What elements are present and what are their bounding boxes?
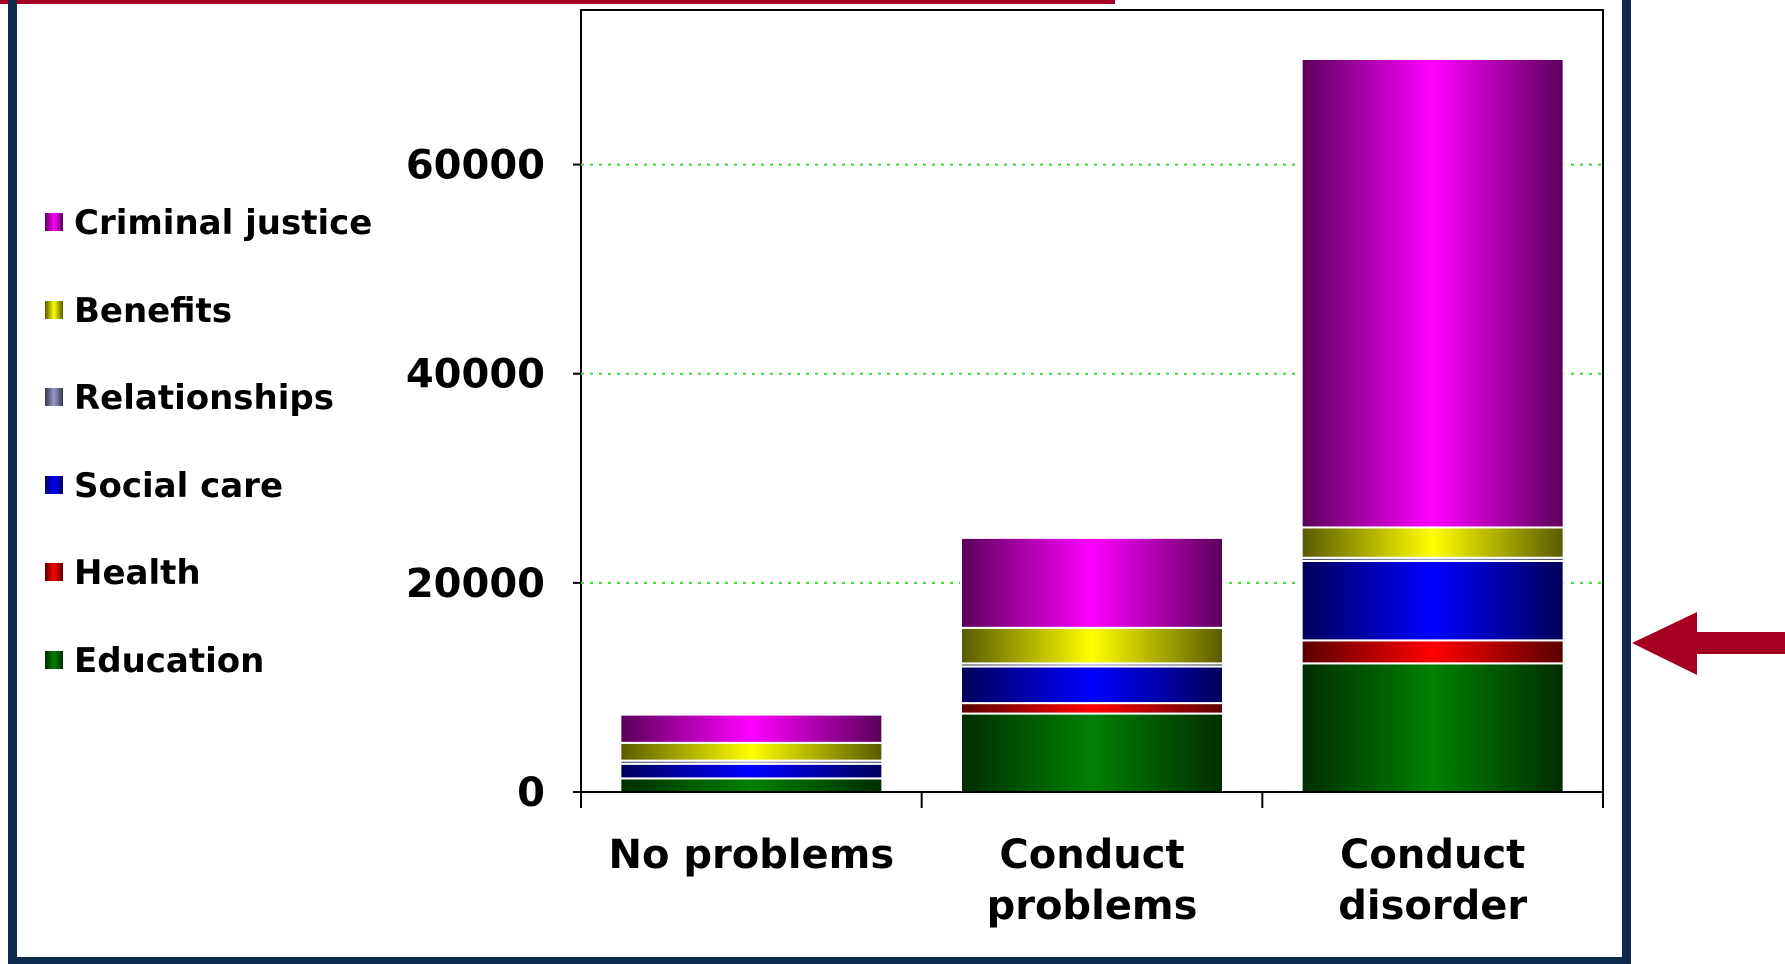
y-tick-label-40000: 40000 bbox=[406, 352, 545, 398]
x-tick-label-conduct-disorder: Conduct disorder bbox=[1338, 832, 1527, 929]
legend-label-education: Education bbox=[74, 641, 264, 681]
legend-swatch-social-care bbox=[45, 476, 63, 494]
y-tick-label-20000: 20000 bbox=[406, 561, 545, 607]
bar-conduct-problems-health bbox=[960, 702, 1224, 715]
legend-label-social-care: Social care bbox=[74, 466, 283, 506]
legend-swatch-health bbox=[45, 563, 63, 581]
bar-no-problems-benefits bbox=[619, 741, 884, 762]
x-tick-label-conduct-problems: Conduct problems bbox=[987, 832, 1198, 929]
x-axis-tick-labels: No problems Conduct problems Conduct disorde… bbox=[608, 832, 1527, 929]
bar-no-problems-social-care bbox=[619, 762, 884, 780]
bottom-frame-border bbox=[8, 957, 1631, 964]
bar-no-problems-criminal-justice bbox=[619, 713, 884, 744]
legend: Criminal justice Benefits Relationships Soc… bbox=[45, 203, 372, 681]
legend-label-health: Health bbox=[74, 553, 201, 593]
legend-swatch-criminal-justice bbox=[45, 213, 63, 231]
bar-conduct-problems-criminal-justice bbox=[960, 536, 1224, 629]
bar-conduct-disorder-health bbox=[1300, 639, 1565, 665]
legend-label-benefits: Benefits bbox=[74, 291, 232, 331]
bar-conduct-disorder-criminal-justice bbox=[1300, 57, 1565, 529]
bar-conduct-disorder-social-care bbox=[1300, 559, 1565, 642]
bar-conduct-disorder-benefits bbox=[1300, 526, 1565, 559]
left-frame-border bbox=[8, 0, 17, 964]
legend-swatch-relationships bbox=[45, 388, 63, 406]
pointer-arrow-icon bbox=[1632, 612, 1785, 675]
bars bbox=[619, 57, 1565, 793]
y-tick-label-60000: 60000 bbox=[406, 143, 545, 189]
bar-conduct-disorder-education bbox=[1300, 662, 1565, 793]
bar-conduct-problems-social-care bbox=[960, 665, 1224, 705]
y-tick-label-0: 0 bbox=[517, 770, 545, 816]
right-frame-border bbox=[1622, 0, 1631, 964]
legend-label-relationships: Relationships bbox=[74, 378, 334, 418]
bar-no-problems-education bbox=[619, 777, 884, 793]
legend-swatch-education bbox=[45, 651, 63, 669]
y-axis-tick-labels: 0 20000 40000 60000 bbox=[406, 143, 581, 816]
legend-label-criminal-justice: Criminal justice bbox=[74, 203, 372, 243]
bar-conduct-problems-education bbox=[960, 712, 1224, 793]
x-axis-ticks bbox=[580, 792, 1604, 808]
bar-conduct-problems-benefits bbox=[960, 626, 1224, 665]
x-tick-label-no-problems: No problems bbox=[608, 832, 894, 878]
legend-swatch-benefits bbox=[45, 301, 63, 319]
top-accent-bar bbox=[0, 0, 1115, 4]
